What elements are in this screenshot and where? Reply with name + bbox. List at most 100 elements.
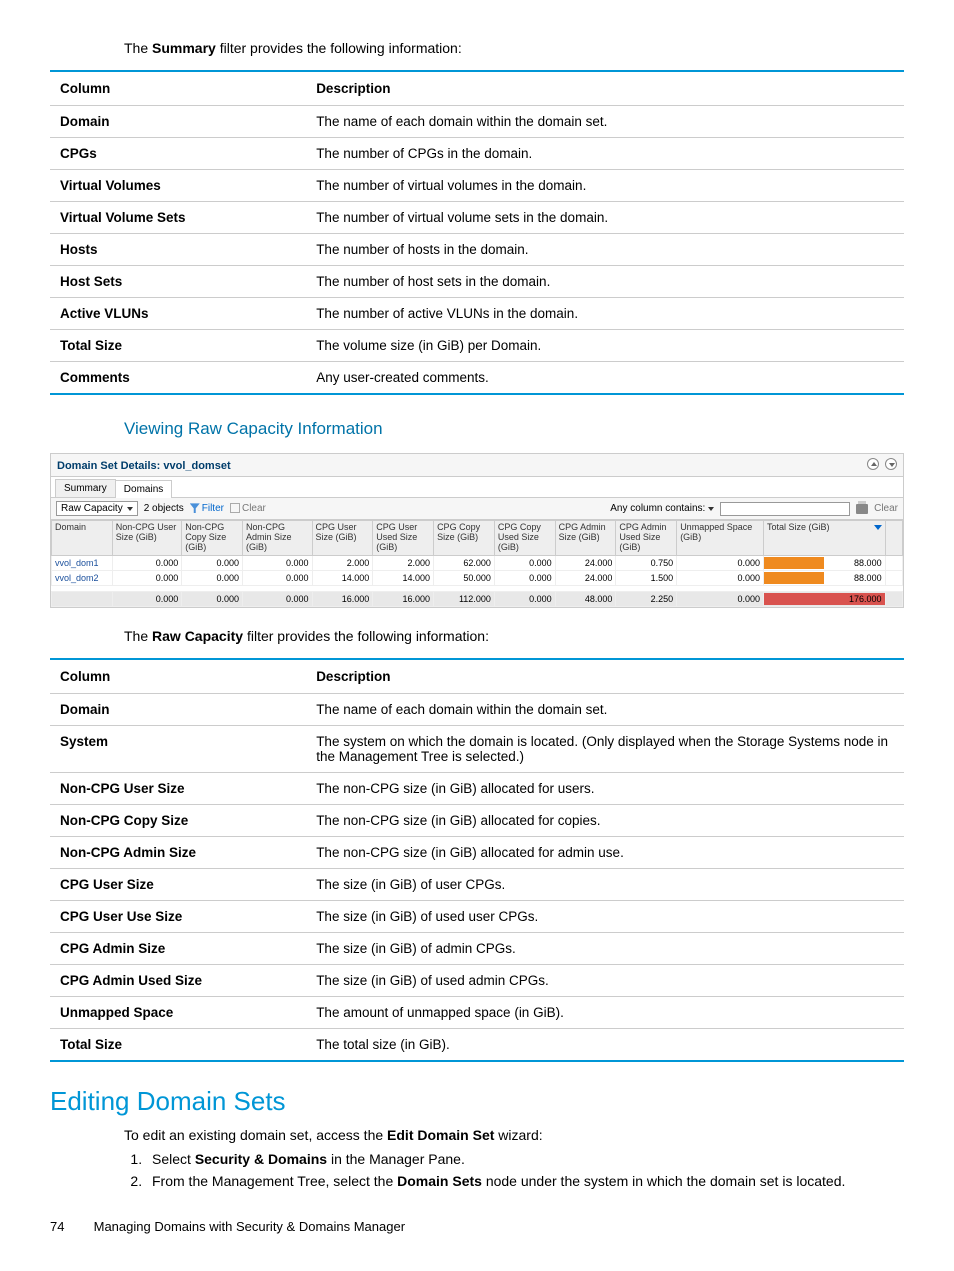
table-cell-column: System	[50, 725, 306, 772]
value-cell: 62.000	[434, 555, 495, 570]
domain-cell: vvol_dom2	[52, 570, 113, 585]
table-cell-desc: The volume size (in GiB) per Domain.	[306, 330, 904, 362]
grid-toolbar: Raw Capacity 2 objects Filter Clear Any …	[51, 498, 903, 519]
table-cell-desc: The amount of unmapped space (in GiB).	[306, 996, 904, 1028]
grid-header[interactable]: CPG Copy Used Size (GiB)	[494, 521, 555, 556]
summary-intro: The Summary filter provides the followin…	[124, 40, 904, 56]
text: filter provides the following informatio…	[243, 628, 489, 644]
text-bold: Edit Domain Set	[387, 1127, 494, 1143]
grid-header[interactable]: Non-CPG Copy Size (GiB)	[182, 521, 243, 556]
table-cell-column: Hosts	[50, 234, 306, 266]
clear-search-link[interactable]: Clear	[874, 503, 898, 514]
table-row[interactable]: vvol_dom10.0000.0000.0002.0002.00062.000…	[52, 555, 903, 570]
grid-header[interactable]: CPG Admin Size (GiB)	[555, 521, 616, 556]
tab-domains[interactable]: Domains	[115, 480, 172, 498]
table-cell-column: Domain	[50, 106, 306, 138]
domain-set-details-panel: Domain Set Details: vvol_domset Summary …	[50, 453, 904, 608]
value-cell: 0.000	[677, 570, 764, 585]
text: wizard:	[494, 1127, 542, 1143]
grid-header[interactable]: Non-CPG Admin Size (GiB)	[243, 521, 312, 556]
grid-header[interactable]: Total Size (GiB)	[764, 521, 886, 556]
grid-header[interactable]: CPG User Used Size (GiB)	[373, 521, 434, 556]
view-selector[interactable]: Raw Capacity	[56, 501, 138, 516]
total-value-cell: 48.000	[555, 591, 616, 606]
search-input[interactable]	[720, 502, 850, 516]
value-cell: 2.000	[312, 555, 373, 570]
step-1: Select Security & Domains in the Manager…	[146, 1151, 904, 1167]
value-cell: 0.000	[494, 555, 555, 570]
collapse-down-icon[interactable]	[885, 458, 897, 470]
value-cell: 0.000	[494, 570, 555, 585]
table-cell-column: Non-CPG User Size	[50, 772, 306, 804]
total-value-cell: 0.000	[182, 591, 243, 606]
table-cell-column: Virtual Volume Sets	[50, 202, 306, 234]
table-cell-desc: The number of hosts in the domain.	[306, 234, 904, 266]
value-cell: 0.000	[243, 555, 312, 570]
table-cell-desc: The name of each domain within the domai…	[306, 106, 904, 138]
collapse-up-icon[interactable]	[867, 458, 879, 470]
value-cell: 0.000	[677, 555, 764, 570]
table-cell-desc: The total size (in GiB).	[306, 1028, 904, 1061]
object-count: 2 objects	[144, 503, 184, 514]
grid-header[interactable]: Non-CPG User Size (GiB)	[112, 521, 181, 556]
value-cell: 0.000	[243, 570, 312, 585]
filter-link[interactable]: Filter	[190, 503, 224, 514]
col-header: Column	[50, 659, 306, 694]
total-value-cell: 0.000	[677, 591, 764, 606]
value-cell: 50.000	[434, 570, 495, 585]
value-cell: 0.000	[112, 570, 181, 585]
raw-capacity-table: Column Description DomainThe name of eac…	[50, 658, 904, 1062]
table-row[interactable]: vvol_dom20.0000.0000.00014.00014.00050.0…	[52, 570, 903, 585]
table-cell-desc: The non-CPG size (in GiB) allocated for …	[306, 836, 904, 868]
print-icon[interactable]	[856, 504, 868, 514]
value-cell: 1.500	[616, 570, 677, 585]
table-cell-column: Virtual Volumes	[50, 170, 306, 202]
table-cell-desc: The number of virtual volumes in the dom…	[306, 170, 904, 202]
tab-summary[interactable]: Summary	[55, 479, 116, 497]
tabs: Summary Domains	[51, 476, 903, 498]
clear-icon	[230, 503, 240, 513]
col-header: Column	[50, 71, 306, 106]
raw-capacity-grid: DomainNon-CPG User Size (GiB)Non-CPG Cop…	[51, 520, 903, 607]
value-cell: 0.000	[182, 570, 243, 585]
totals-row: 0.0000.0000.00016.00016.000112.0000.0004…	[52, 591, 903, 606]
anycol-label: Any column contains:	[610, 503, 714, 514]
total-cell: 88.000	[764, 555, 886, 570]
table-cell-column: Active VLUNs	[50, 298, 306, 330]
clear-link[interactable]: Clear	[230, 503, 266, 514]
value-cell: 0.000	[112, 555, 181, 570]
sort-desc-icon	[874, 525, 882, 530]
raw-capacity-intro: The Raw Capacity filter provides the fol…	[124, 628, 904, 644]
grand-total-cell: 176.000	[764, 591, 886, 606]
total-cell: 88.000	[764, 570, 886, 585]
total-value-cell: 0.000	[243, 591, 312, 606]
page-number: 74	[50, 1219, 90, 1234]
text: To edit an existing domain set, access t…	[124, 1127, 387, 1143]
text: The	[124, 40, 152, 56]
grid-header[interactable]: CPG Copy Size (GiB)	[434, 521, 495, 556]
selector-label: Raw Capacity	[61, 503, 123, 514]
table-cell-column: CPG Admin Size	[50, 932, 306, 964]
table-cell-column: Domain	[50, 693, 306, 725]
table-cell-column: Comments	[50, 362, 306, 395]
value-cell: 14.000	[312, 570, 373, 585]
text: The	[124, 628, 152, 644]
text: Filter	[202, 503, 224, 514]
grid-header[interactable]: CPG Admin Used Size (GiB)	[616, 521, 677, 556]
table-cell-desc: Any user-created comments.	[306, 362, 904, 395]
subheading-viewing-raw-capacity: Viewing Raw Capacity Information	[124, 419, 904, 439]
grid-header[interactable]: Unmapped Space (GiB)	[677, 521, 764, 556]
text: Clear	[242, 503, 266, 514]
total-value-cell: 16.000	[312, 591, 373, 606]
col-header: Description	[306, 659, 904, 694]
grid-header-spacer	[885, 521, 902, 556]
text-bold: Summary	[152, 40, 216, 56]
table-cell-desc: The number of virtual volume sets in the…	[306, 202, 904, 234]
total-value-cell: 16.000	[373, 591, 434, 606]
grid-header[interactable]: Domain	[52, 521, 113, 556]
table-cell-desc: The number of host sets in the domain.	[306, 266, 904, 298]
value-cell: 14.000	[373, 570, 434, 585]
value-cell: 0.750	[616, 555, 677, 570]
table-cell-desc: The non-CPG size (in GiB) allocated for …	[306, 772, 904, 804]
grid-header[interactable]: CPG User Size (GiB)	[312, 521, 373, 556]
